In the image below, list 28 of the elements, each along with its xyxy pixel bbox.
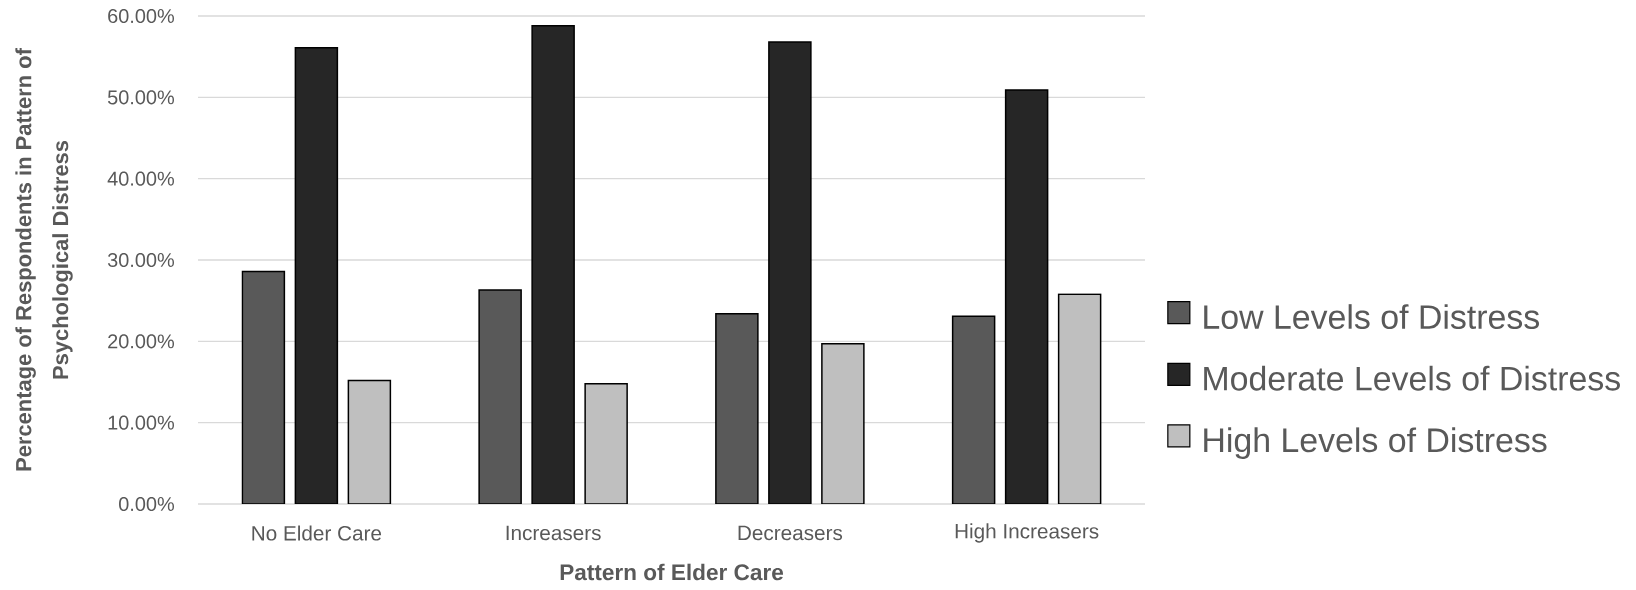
bar [347,379,392,505]
x-tick-label: No Elder Care [252,525,382,541]
y-axis-title: Percentage of Respondents in Pattern of Psychological Distress [15,48,73,471]
x-axis-title: Pattern of Elder Care [560,563,784,581]
bar [1057,293,1102,505]
x-tick-label: Increasers [506,525,601,541]
legend-label: Moderate Levels of Distress [1204,365,1620,391]
bar [1004,89,1049,505]
y-tick-label: 40.00% [107,171,175,186]
x-tick-label: Decreasers [738,525,843,541]
bar [241,270,286,505]
x-tick-label: High Increasers [955,523,1099,543]
bar [294,46,339,505]
legend-label: High Levels of Distress [1204,427,1547,459]
y-tick-label: 50.00% [107,90,175,105]
bar [584,382,628,505]
bar [768,41,812,505]
bar [478,289,522,505]
bar [951,315,996,505]
y-tick-label: 0.00% [119,496,175,512]
y-tick-label: 30.00% [107,252,175,268]
bar [821,343,865,505]
y-tick-label: 20.00% [108,334,175,349]
legend-label: Low Levels of Distress [1204,304,1539,330]
y-tick-label: 60.00% [108,8,175,24]
y-tick-label: 10.00% [108,415,175,430]
bar [715,312,759,505]
bar [531,25,575,505]
